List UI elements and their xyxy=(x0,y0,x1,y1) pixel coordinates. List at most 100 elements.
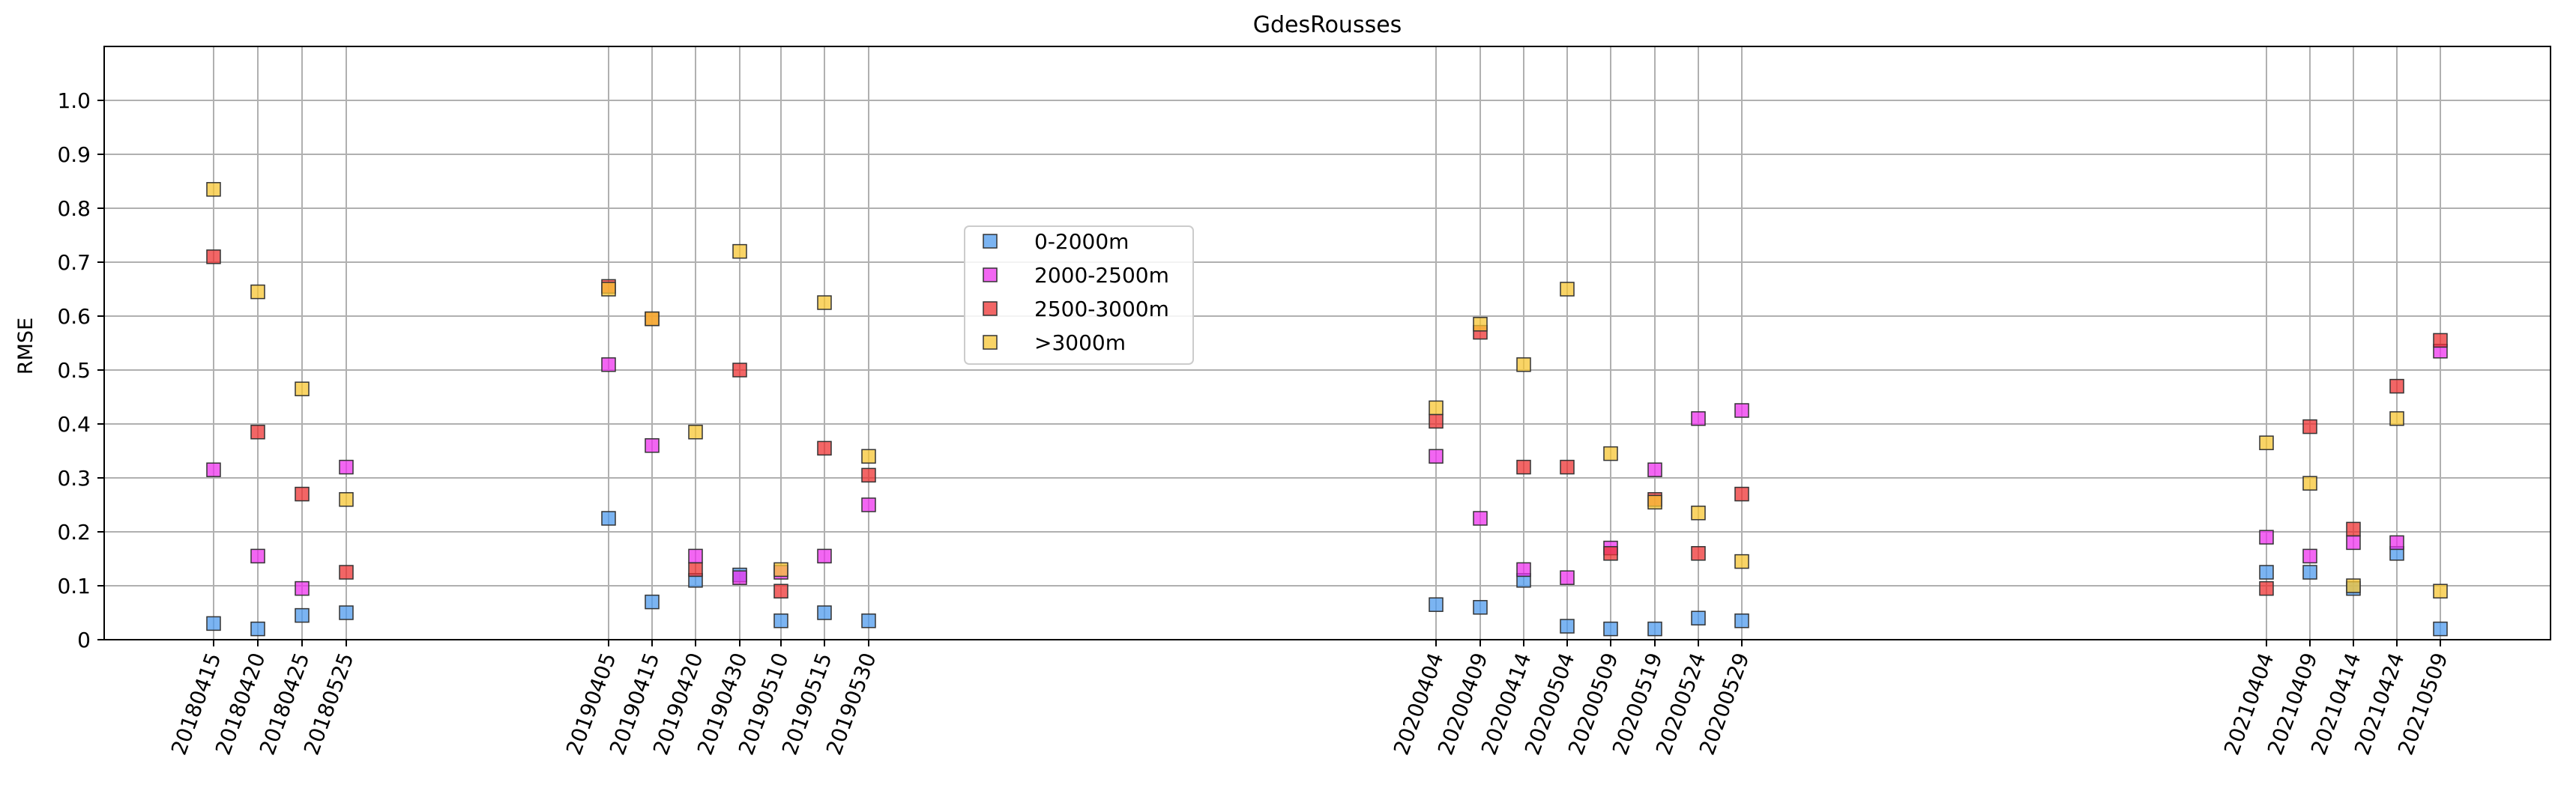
marker-0-2000m-20200509 xyxy=(1603,621,1618,637)
y-tick-label: 0.9 xyxy=(57,142,91,167)
legend-marker-2000-2500m xyxy=(983,267,998,282)
marker-2000-2500m-20200504 xyxy=(1560,570,1575,585)
marker-above-3000m-20180420 xyxy=(250,284,265,300)
marker-0-2000m-20210509 xyxy=(2433,621,2448,637)
y-axis-label: RMSE xyxy=(14,318,37,375)
marker-0-2000m-20200409 xyxy=(1473,600,1488,615)
marker-0-2000m-20190515 xyxy=(817,605,832,620)
marker-2000-2500m-20190430 xyxy=(732,570,747,585)
marker-2500-3000m-20210409 xyxy=(2302,419,2317,434)
marker-2000-2500m-20200524 xyxy=(1691,411,1706,426)
marker-2500-3000m-20190530 xyxy=(861,467,876,483)
marker-above-3000m-20190430 xyxy=(732,243,747,259)
marker-above-3000m-20210509 xyxy=(2433,584,2448,598)
marker-above-3000m-20190515 xyxy=(817,295,832,310)
marker-0-2000m-20190405 xyxy=(601,511,616,526)
marker-2500-3000m-20190430 xyxy=(732,363,747,378)
y-tick-label: 0.2 xyxy=(57,520,91,545)
marker-0-2000m-20180425 xyxy=(295,607,310,623)
marker-above-3000m-20190530 xyxy=(861,449,876,464)
marker-2500-3000m-20200529 xyxy=(1734,486,1749,502)
marker-0-2000m-20190530 xyxy=(861,613,876,628)
marker-above-3000m-20210414 xyxy=(2346,578,2361,593)
marker-0-2000m-20200504 xyxy=(1560,619,1575,634)
marker-2000-2500m-20180415 xyxy=(206,462,221,477)
marker-2500-3000m-20200524 xyxy=(1691,546,1706,561)
marker-above-3000m-20200414 xyxy=(1516,357,1531,372)
marker-above-3000m-20190405 xyxy=(601,282,616,297)
marker-2000-2500m-20200414 xyxy=(1516,562,1531,578)
y-tick-label: 0.7 xyxy=(57,250,91,275)
marker-layer xyxy=(206,182,2448,637)
marker-2500-3000m-20210509 xyxy=(2433,333,2448,348)
marker-0-2000m-20190510 xyxy=(773,613,788,628)
marker-0-2000m-20200519 xyxy=(1647,621,1662,637)
marker-above-3000m-20190420 xyxy=(688,425,703,440)
marker-2000-2500m-20200519 xyxy=(1647,462,1662,477)
marker-0-2000m-20210409 xyxy=(2302,565,2317,580)
legend-label-0-2000m: 0-2000m xyxy=(1034,229,1129,254)
y-tick-label: 0 xyxy=(77,628,91,652)
marker-above-3000m-20200409 xyxy=(1473,317,1488,332)
marker-above-3000m-20190510 xyxy=(773,562,788,578)
marker-2500-3000m-20210404 xyxy=(2259,581,2274,596)
y-tick-label: 0.8 xyxy=(57,196,91,221)
marker-2000-2500m-20200409 xyxy=(1473,511,1488,526)
marker-0-2000m-20180415 xyxy=(206,616,221,631)
marker-2000-2500m-20210404 xyxy=(2259,530,2274,545)
marker-2000-2500m-20210424 xyxy=(2389,535,2404,551)
plot-frame xyxy=(103,46,2551,640)
marker-2500-3000m-20180425 xyxy=(295,486,310,502)
marker-2500-3000m-20210414 xyxy=(2346,521,2361,537)
marker-2500-3000m-20190510 xyxy=(773,584,788,598)
marker-above-3000m-20210409 xyxy=(2302,476,2317,491)
marker-2000-2500m-20200404 xyxy=(1429,449,1444,464)
marker-0-2000m-20180525 xyxy=(339,605,354,620)
y-tick-label: 0.5 xyxy=(57,358,91,383)
marker-above-3000m-20200529 xyxy=(1734,554,1749,569)
marker-0-2000m-20200404 xyxy=(1429,597,1444,612)
marker-2000-2500m-20190530 xyxy=(861,497,876,512)
marker-2500-3000m-20200404 xyxy=(1429,413,1444,429)
marker-above-3000m-20190415 xyxy=(645,311,660,327)
marker-0-2000m-20200529 xyxy=(1734,613,1749,628)
marker-2000-2500m-20180420 xyxy=(250,548,265,564)
marker-2000-2500m-20190515 xyxy=(817,548,832,564)
legend-label-2500-3000m: 2500-3000m xyxy=(1034,297,1169,321)
marker-above-3000m-20180415 xyxy=(206,182,221,197)
legend: 0-2000m 2000-2500m 2500-3000m >3000m xyxy=(964,225,1194,365)
marker-2000-2500m-20190420 xyxy=(688,548,703,564)
marker-2000-2500m-20190415 xyxy=(645,438,660,453)
marker-above-3000m-20200404 xyxy=(1429,400,1444,416)
marker-2500-3000m-20190515 xyxy=(817,440,832,456)
legend-label-above-3000m: >3000m xyxy=(1034,330,1126,355)
y-tick-label: 1.0 xyxy=(57,88,91,113)
legend-label-2000-2500m: 2000-2500m xyxy=(1034,263,1169,288)
legend-marker-above-3000m xyxy=(983,335,998,350)
marker-2500-3000m-20200509 xyxy=(1603,546,1618,561)
marker-2000-2500m-20180525 xyxy=(339,459,354,475)
legend-box xyxy=(964,225,1194,365)
marker-2000-2500m-20180425 xyxy=(295,581,310,596)
marker-2000-2500m-20210409 xyxy=(2302,548,2317,564)
marker-2500-3000m-20200414 xyxy=(1516,459,1531,475)
marker-above-3000m-20200504 xyxy=(1560,282,1575,297)
marker-2500-3000m-20180525 xyxy=(339,565,354,580)
marker-above-3000m-20180425 xyxy=(295,381,310,396)
y-tick-label: 0.4 xyxy=(57,412,91,437)
marker-0-2000m-20180420 xyxy=(250,621,265,637)
y-tick-label: 0.6 xyxy=(57,304,91,329)
marker-2500-3000m-20190420 xyxy=(688,562,703,578)
marker-2500-3000m-20180420 xyxy=(250,425,265,440)
grid-layer xyxy=(104,46,2551,640)
marker-above-3000m-20200524 xyxy=(1691,506,1706,521)
marker-above-3000m-20210424 xyxy=(2389,411,2404,426)
marker-2500-3000m-20210424 xyxy=(2389,378,2404,394)
marker-2500-3000m-20180415 xyxy=(206,249,221,264)
chart-title: GdesRousses xyxy=(1253,12,1402,38)
legend-marker-0-2000m xyxy=(983,234,998,249)
marker-above-3000m-20200519 xyxy=(1647,494,1662,510)
marker-2000-2500m-20210414 xyxy=(2346,535,2361,551)
marker-0-2000m-20210404 xyxy=(2259,565,2274,580)
